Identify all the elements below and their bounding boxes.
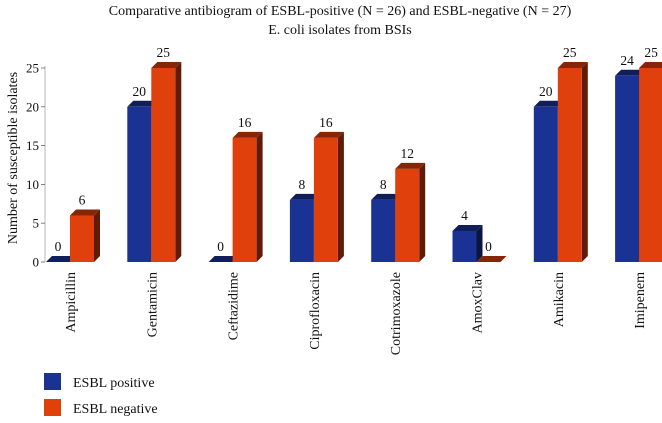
bar-esbl-negative [639,62,662,262]
bar-esbl-positive [452,224,483,262]
data-label: 0 [485,239,492,254]
data-label: 0 [55,239,62,254]
data-label: 16 [319,115,333,130]
bar-front [557,68,582,262]
bar-side [94,209,100,262]
bar-side [476,224,483,262]
bar-top [289,193,320,200]
bar-top [127,100,158,107]
category-label: Imipenem [633,272,648,329]
bar-esbl-negative [232,131,263,262]
bar-esbl-negative [313,131,344,262]
bar-front [232,137,257,262]
bar-side [581,62,588,262]
bar-esbl-negative [151,62,182,262]
bar-esbl-negative [70,209,100,262]
data-label: 20 [133,84,147,99]
bar-top [313,131,344,138]
data-label: 4 [461,208,468,223]
y-tick-label: 20 [26,99,39,114]
category-label: Gentamicin [145,272,160,337]
bar-esbl-positive [208,256,239,262]
bar-top [70,209,100,216]
bar-top [452,224,483,231]
legend-swatch [44,399,61,416]
bar-front [70,215,94,262]
bar-side [337,131,344,262]
chart-title-line1: Comparative antibiogram of ESBL-positive… [109,4,572,19]
category-labels: Ampicillin Gentamicin Ceftazidime Ciproflox… [64,272,648,355]
data-label: 8 [380,177,387,192]
bar-front [313,137,338,262]
data-label: 25 [157,45,171,60]
legend: ESBL positive ESBL negative [44,373,158,417]
bar-top [208,256,239,262]
bar-top [46,256,76,262]
bar-front [371,199,396,262]
legend-swatch [44,373,61,390]
data-label: 0 [217,239,224,254]
data-label: 12 [400,146,414,161]
bar-top [371,193,402,200]
bar-front [395,168,420,262]
y-tick-label: 10 [26,177,39,192]
data-label: 8 [299,177,306,192]
data-label: 20 [539,84,553,99]
chart-title-line2: E. coli isolates from BSIs [268,23,412,38]
bar-top [615,69,646,76]
category-label: Cotrimoxazole [389,272,404,355]
bar-front [127,106,152,262]
bar-side [175,62,182,262]
data-label: 25 [563,45,577,60]
legend-label: ESBL positive [73,376,155,391]
bar-front [452,230,477,262]
bar-top [639,62,662,68]
category-label: Ciprofloxacin [308,272,323,350]
bar-esbl-positive [46,256,76,262]
y-tick-label: 25 [26,61,39,76]
bar-front [533,106,558,262]
data-label: 16 [238,115,252,130]
y-tick-label: 15 [26,138,39,153]
bar-top [232,131,263,138]
bar-top [395,162,426,169]
data-label: 6 [79,192,86,207]
bar-esbl-negative [557,62,588,262]
bar-front [289,199,314,262]
category-label: Amikacin [552,272,567,327]
bar-top [557,62,588,68]
bar-esbl-negative [476,256,507,262]
data-label: 25 [644,45,658,60]
bar-esbl-negative [395,162,426,262]
bar-top [476,256,507,262]
y-axis-label: Number of susceptible isolates [6,72,21,244]
category-label: Ceftazidime [227,272,242,340]
bar-front [639,68,662,262]
y-tick-label: 5 [33,216,40,231]
bar-side [419,162,426,262]
bar-side [256,131,263,262]
category-label: AmoxClav [471,272,486,333]
bar-top [151,62,182,68]
bar-top [533,100,564,107]
legend-label: ESBL negative [73,402,158,417]
bar-front [151,68,176,262]
category-label: Ampicillin [64,272,79,333]
bars-group: 0 6 20 25 0 16 8 16 8 12 4 0 20 25 24 25 [46,45,662,262]
bar-front [615,75,640,262]
y-tick-label: 0 [33,255,40,270]
y-axis: 0 5 10 15 20 25 [26,61,46,270]
data-label: 24 [620,53,634,68]
